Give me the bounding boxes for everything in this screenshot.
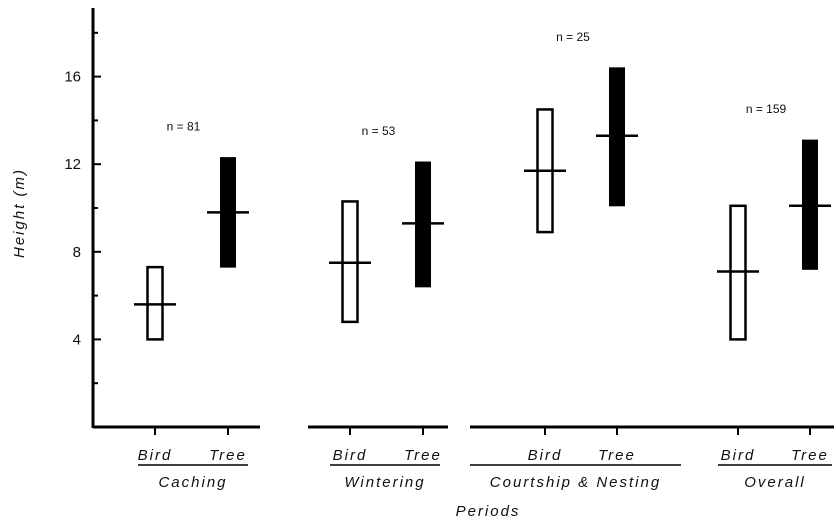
y-axis-title: Height (m) xyxy=(11,168,28,258)
chart-labels: 4 8 12 16 Bird Tree Caching n = 81 Bird Tree Winte… xyxy=(64,30,832,491)
sample-size-label: n = 53 xyxy=(362,124,396,138)
category-label: Tree xyxy=(404,447,442,464)
group-label: Courtship & Nesting xyxy=(490,474,661,491)
category-label: Bird xyxy=(721,447,756,464)
category-label: Tree xyxy=(209,447,247,464)
chart-marks xyxy=(134,67,831,341)
sample-size-label: n = 81 xyxy=(167,120,201,134)
sample-size-label: n = 25 xyxy=(556,30,590,44)
group-label: Caching xyxy=(158,474,227,491)
category-label: Tree xyxy=(598,447,636,464)
category-label: Tree xyxy=(791,447,829,464)
y-tick-label: 4 xyxy=(73,331,81,348)
x-axis-title: Periods xyxy=(456,503,521,520)
category-label: Bird xyxy=(138,447,173,464)
group-label: Overall xyxy=(744,474,806,491)
y-tick-label: 16 xyxy=(64,69,81,86)
y-tick-label: 8 xyxy=(73,244,81,261)
category-label: Bird xyxy=(333,447,368,464)
y-tick-label: 12 xyxy=(64,156,81,173)
category-label: Bird xyxy=(528,447,563,464)
group-label: Wintering xyxy=(344,474,425,491)
axes xyxy=(91,8,834,435)
sample-size-label: n = 159 xyxy=(746,102,787,116)
